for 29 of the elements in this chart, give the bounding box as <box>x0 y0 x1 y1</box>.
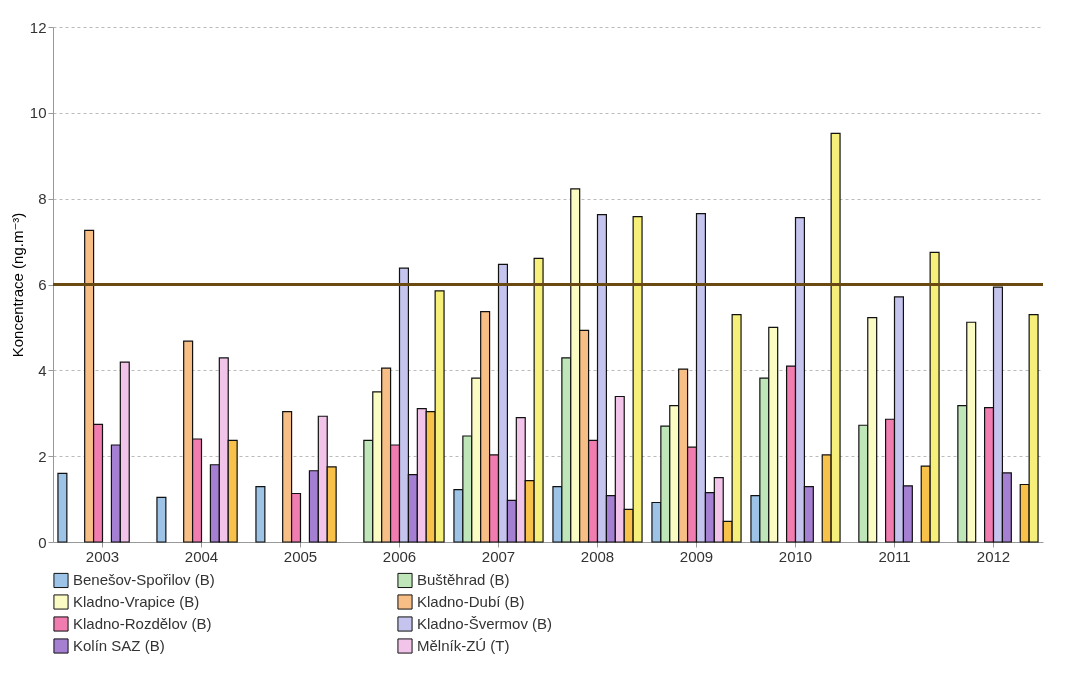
legend-label: Kladno-Rozdělov (B) <box>73 615 212 632</box>
y-tick-label: 2 <box>38 447 47 465</box>
y-axis-title: Koncentrace (ng.m⁻³) <box>8 212 26 358</box>
y-tick-label: 0 <box>38 533 47 551</box>
y-tick-label: 10 <box>29 104 47 122</box>
x-tick-label: 2009 <box>679 547 714 565</box>
x-tick-label: 2007 <box>481 547 516 565</box>
bar <box>57 472 68 543</box>
bar <box>156 496 167 543</box>
legend-label: Kolín SAZ (B) <box>73 637 165 654</box>
x-tick-label: 2006 <box>382 547 417 565</box>
x-tick-label: 2010 <box>778 547 813 565</box>
legend-label: Kladno-Dubí (B) <box>417 593 525 610</box>
x-tick-label: 2005 <box>283 547 318 565</box>
x-tick-label: 2012 <box>976 547 1011 565</box>
x-tick-label: 2004 <box>184 547 219 565</box>
bar <box>255 486 266 543</box>
legend-label: Buštěhrad (B) <box>417 571 510 589</box>
y-tick-label: 4 <box>38 361 47 379</box>
y-tick-label: 12 <box>29 18 47 36</box>
x-tick-label: 2003 <box>85 547 120 565</box>
y-tick-label: 6 <box>38 276 47 293</box>
x-tick-label: 2011 <box>878 547 911 565</box>
y-tick-label: 8 <box>38 190 47 208</box>
legend-label: Kladno-Švermov (B) <box>417 615 553 632</box>
x-tick-label: 2008 <box>580 547 615 565</box>
legend-label: Mělník-ZÚ (T) <box>417 637 510 654</box>
legend-label: Benešov-Spořilov (B) <box>73 571 215 589</box>
legend-label: Kladno-Vrapice (B) <box>73 593 200 610</box>
